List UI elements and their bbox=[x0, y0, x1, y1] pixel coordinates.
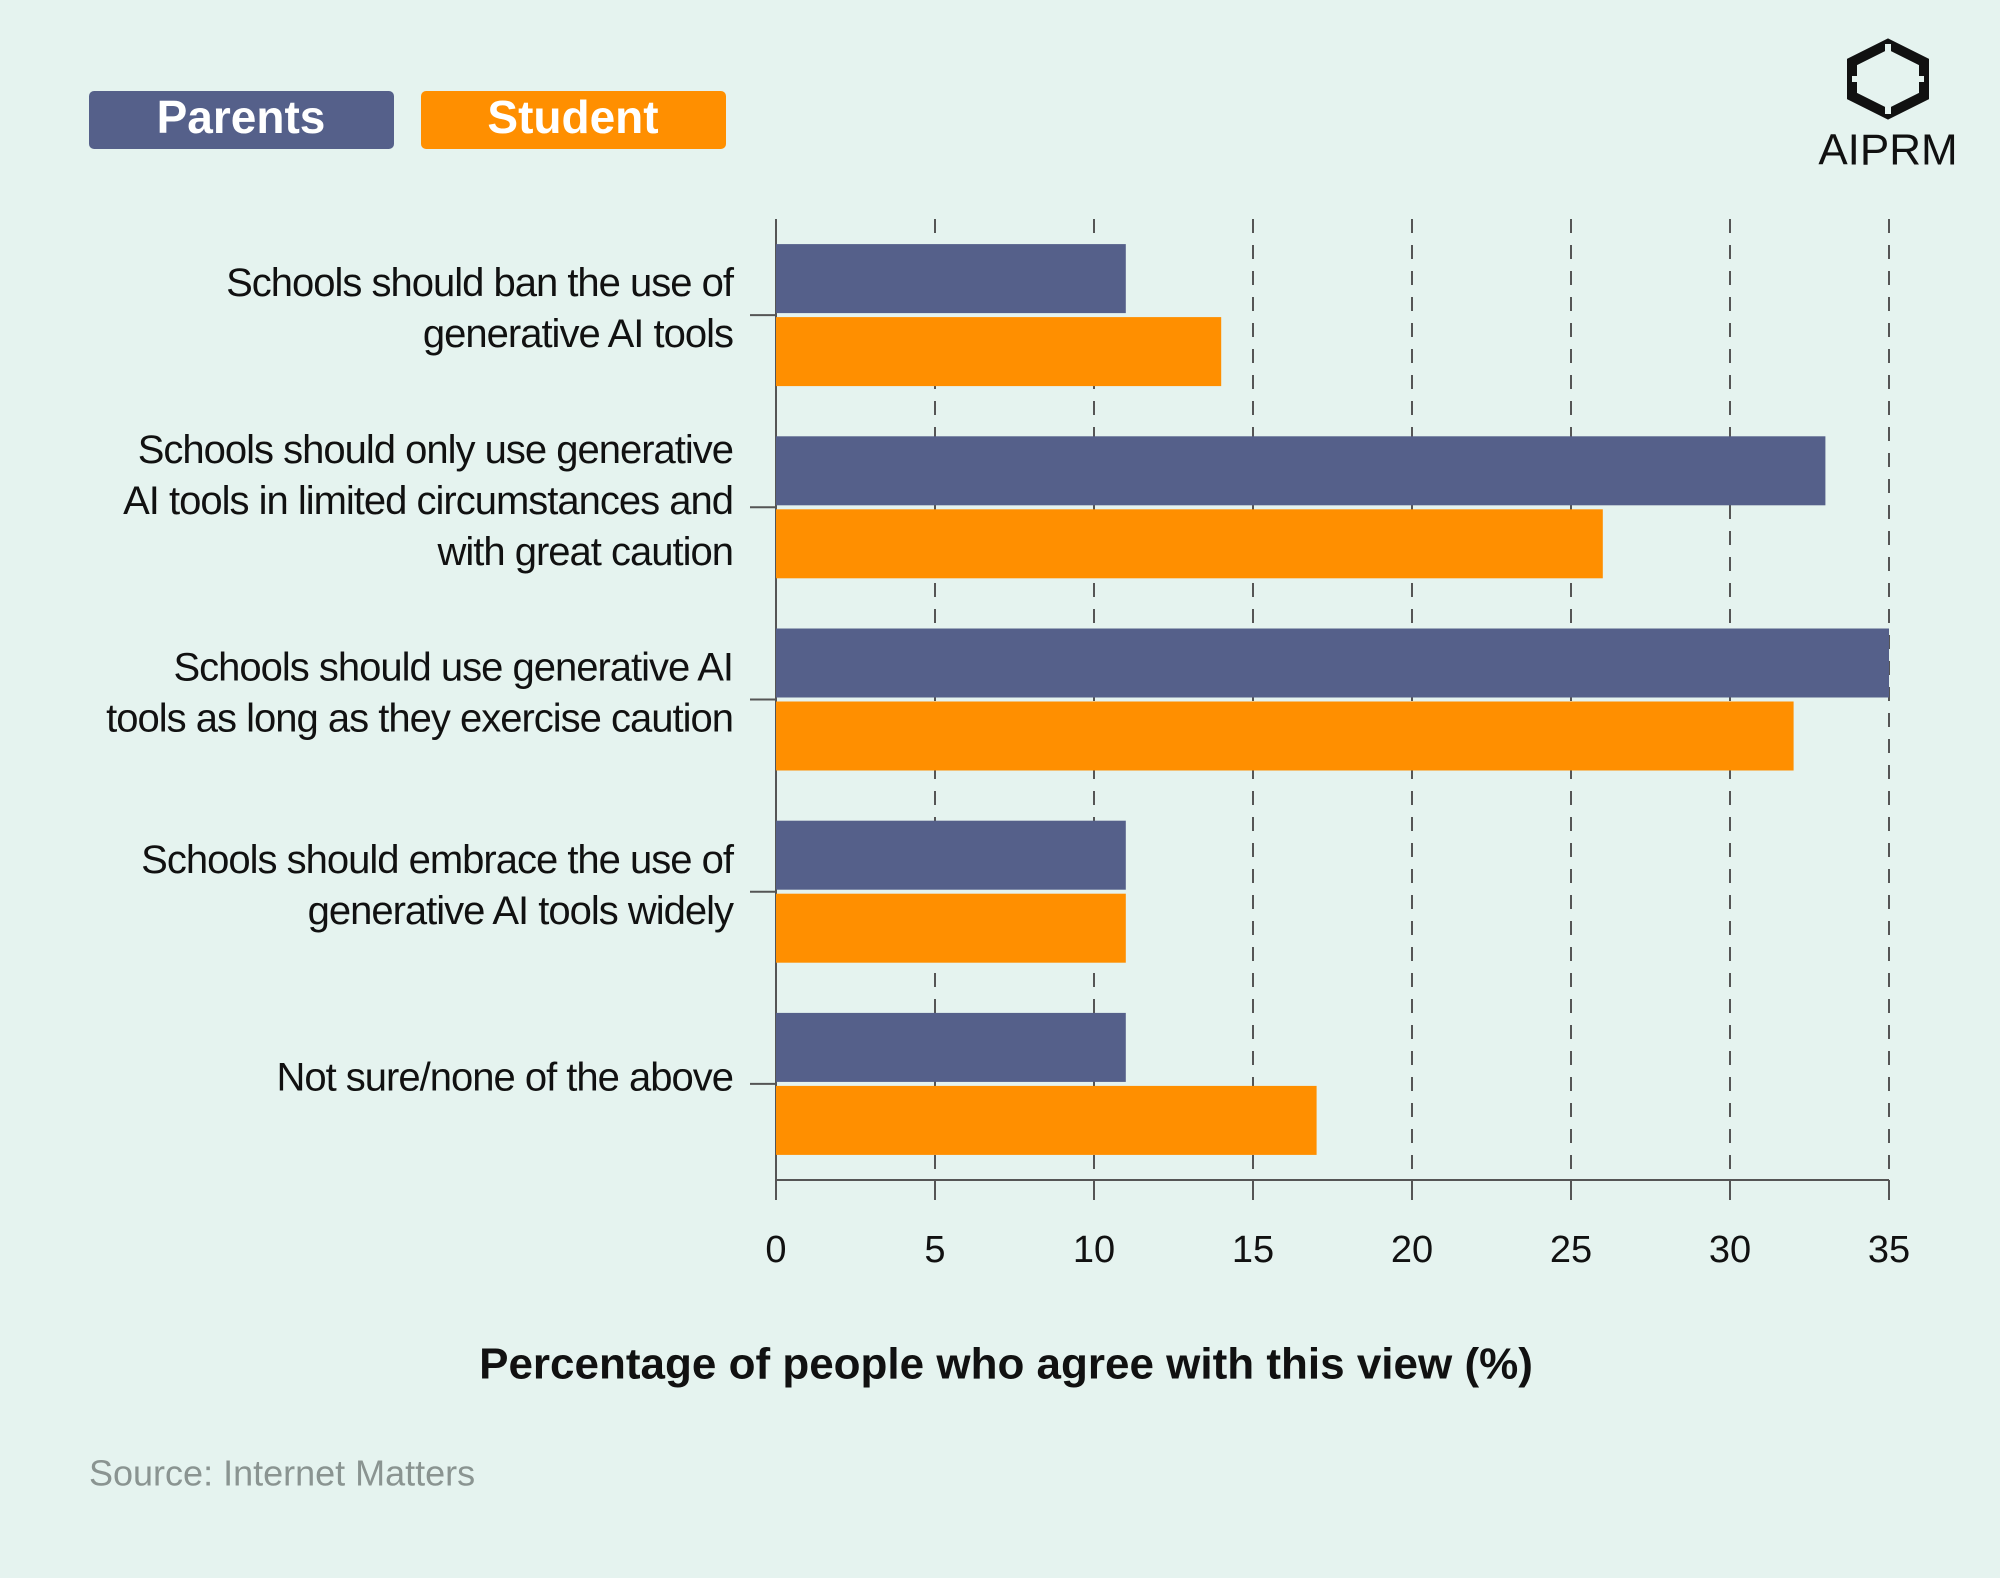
x-tick-label: 25 bbox=[1550, 1229, 1592, 1271]
source: Source: Internet Matters bbox=[89, 1453, 475, 1494]
bar bbox=[776, 1012, 1126, 1082]
brand: AIPRM bbox=[1818, 126, 1957, 175]
x-tick-label: 15 bbox=[1232, 1229, 1274, 1271]
y-tick-label: generative AI tools bbox=[423, 312, 733, 356]
axis-title: Percentage of people who agree with this… bbox=[479, 1340, 1533, 1389]
y-tick-label: Schools should embrace the use of bbox=[141, 838, 735, 882]
legend-label: Student bbox=[487, 91, 658, 143]
bar bbox=[776, 1085, 1317, 1155]
y-tick-label: generative AI tools widely bbox=[308, 889, 734, 933]
bar bbox=[776, 436, 1826, 506]
bar bbox=[776, 244, 1126, 314]
bar bbox=[776, 820, 1126, 890]
y-tick-label: Not sure/none of the above bbox=[276, 1055, 733, 1099]
legend-swatch bbox=[421, 91, 726, 149]
bar bbox=[776, 509, 1603, 579]
x-tick-label: 5 bbox=[924, 1229, 945, 1271]
y-tick-label: Schools should only use generative bbox=[138, 428, 733, 472]
y-tick-label: Schools should use generative AI bbox=[173, 646, 733, 690]
x-tick-label: 20 bbox=[1391, 1229, 1433, 1271]
x-tick-label: 35 bbox=[1868, 1229, 1910, 1271]
legend-swatch bbox=[89, 91, 394, 149]
legend-label: Parents bbox=[157, 91, 326, 143]
x-tick-label: 10 bbox=[1073, 1229, 1115, 1271]
y-tick-label: Schools should ban the use of bbox=[226, 261, 735, 305]
bar bbox=[776, 701, 1794, 771]
y-tick-label: with great caution bbox=[436, 530, 733, 574]
logo-icon bbox=[1847, 38, 1929, 120]
bar bbox=[776, 893, 1126, 963]
y-tick-label: tools as long as they exercise caution bbox=[106, 697, 733, 741]
y-tick-label: AI tools in limited circumstances and bbox=[123, 479, 733, 523]
x-tick-label: 0 bbox=[765, 1229, 786, 1271]
x-tick-label: 30 bbox=[1709, 1229, 1751, 1271]
bar bbox=[776, 628, 1889, 698]
bar bbox=[776, 317, 1222, 387]
